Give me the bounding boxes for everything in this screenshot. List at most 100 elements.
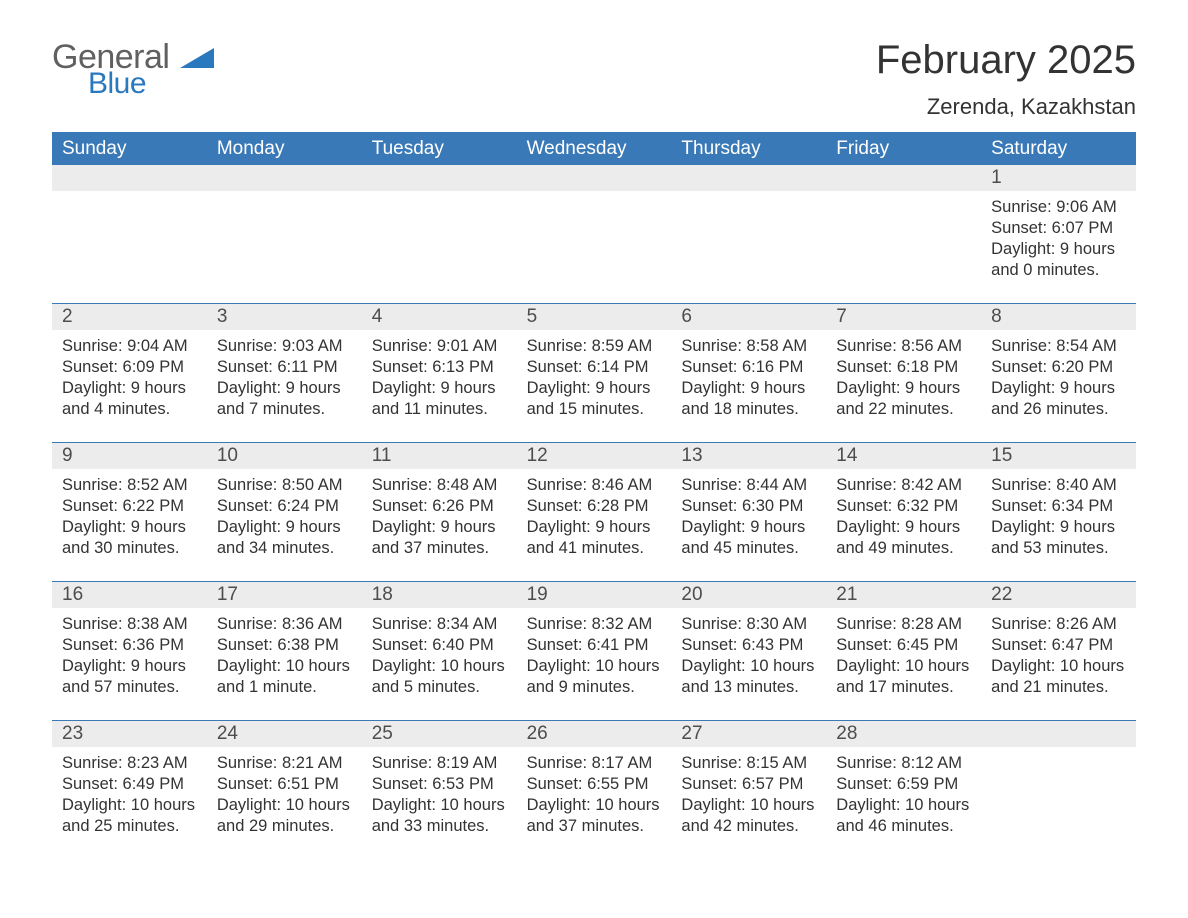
day-details: Sunrise: 9:06 AMSunset: 6:07 PMDaylight:… bbox=[981, 191, 1136, 287]
day-detail-line: Sunset: 6:24 PM bbox=[217, 496, 352, 517]
location-label: Zerenda, Kazakhstan bbox=[876, 94, 1136, 120]
week-details-row: Sunrise: 9:06 AMSunset: 6:07 PMDaylight:… bbox=[52, 191, 1136, 287]
day-number: 23 bbox=[52, 721, 207, 747]
day-number: 21 bbox=[826, 582, 981, 608]
day-detail-line: Daylight: 10 hours and 46 minutes. bbox=[836, 795, 971, 837]
day-details: Sunrise: 8:36 AMSunset: 6:38 PMDaylight:… bbox=[207, 608, 362, 704]
day-detail-line: Sunrise: 8:58 AM bbox=[681, 336, 816, 357]
month-title: February 2025 bbox=[876, 38, 1136, 82]
day-detail-line: Sunrise: 9:01 AM bbox=[372, 336, 507, 357]
day-details: Sunrise: 8:28 AMSunset: 6:45 PMDaylight:… bbox=[826, 608, 981, 704]
day-details: Sunrise: 8:42 AMSunset: 6:32 PMDaylight:… bbox=[826, 469, 981, 565]
weekday-tuesday: Tuesday bbox=[362, 132, 517, 165]
day-details bbox=[52, 191, 207, 287]
calendar-weekday-header: Sunday Monday Tuesday Wednesday Thursday… bbox=[52, 132, 1136, 165]
day-detail-line: Sunrise: 8:48 AM bbox=[372, 475, 507, 496]
day-detail-line: Sunset: 6:11 PM bbox=[217, 357, 352, 378]
day-number: 12 bbox=[517, 443, 672, 469]
day-detail-line: Sunrise: 8:54 AM bbox=[991, 336, 1126, 357]
day-detail-line: Sunset: 6:45 PM bbox=[836, 635, 971, 656]
day-number: 22 bbox=[981, 582, 1136, 608]
day-details: Sunrise: 9:04 AMSunset: 6:09 PMDaylight:… bbox=[52, 330, 207, 426]
day-detail-line: Sunset: 6:20 PM bbox=[991, 357, 1126, 378]
day-detail-line: Daylight: 9 hours and 41 minutes. bbox=[527, 517, 662, 559]
day-detail-line: Daylight: 9 hours and 22 minutes. bbox=[836, 378, 971, 420]
day-details: Sunrise: 8:34 AMSunset: 6:40 PMDaylight:… bbox=[362, 608, 517, 704]
day-detail-line: Sunset: 6:51 PM bbox=[217, 774, 352, 795]
day-detail-line: Daylight: 9 hours and 30 minutes. bbox=[62, 517, 197, 559]
day-details: Sunrise: 8:40 AMSunset: 6:34 PMDaylight:… bbox=[981, 469, 1136, 565]
day-detail-line: Sunset: 6:49 PM bbox=[62, 774, 197, 795]
day-number: 14 bbox=[826, 443, 981, 469]
day-number: 25 bbox=[362, 721, 517, 747]
day-number: 5 bbox=[517, 304, 672, 330]
weekday-monday: Monday bbox=[207, 132, 362, 165]
weekday-saturday: Saturday bbox=[981, 132, 1136, 165]
day-details: Sunrise: 8:46 AMSunset: 6:28 PMDaylight:… bbox=[517, 469, 672, 565]
day-number: 1 bbox=[981, 165, 1136, 191]
day-details: Sunrise: 8:59 AMSunset: 6:14 PMDaylight:… bbox=[517, 330, 672, 426]
day-detail-line: Sunset: 6:59 PM bbox=[836, 774, 971, 795]
week-details-row: Sunrise: 8:52 AMSunset: 6:22 PMDaylight:… bbox=[52, 469, 1136, 565]
day-number: 6 bbox=[671, 304, 826, 330]
week-daynum-row: 9101112131415 bbox=[52, 442, 1136, 469]
week-spacer bbox=[52, 565, 1136, 581]
day-details bbox=[517, 191, 672, 287]
day-detail-line: Sunrise: 9:06 AM bbox=[991, 197, 1126, 218]
day-detail-line: Sunset: 6:22 PM bbox=[62, 496, 197, 517]
page-header: General Blue February 2025 Zerenda, Kaza… bbox=[52, 38, 1136, 120]
day-detail-line: Sunset: 6:09 PM bbox=[62, 357, 197, 378]
day-detail-line: Daylight: 10 hours and 29 minutes. bbox=[217, 795, 352, 837]
day-number: 24 bbox=[207, 721, 362, 747]
day-details: Sunrise: 8:30 AMSunset: 6:43 PMDaylight:… bbox=[671, 608, 826, 704]
day-detail-line: Daylight: 9 hours and 15 minutes. bbox=[527, 378, 662, 420]
logo-triangle-icon bbox=[180, 38, 214, 77]
day-detail-line: Daylight: 9 hours and 4 minutes. bbox=[62, 378, 197, 420]
weekday-thursday: Thursday bbox=[671, 132, 826, 165]
day-detail-line: Sunrise: 8:12 AM bbox=[836, 753, 971, 774]
day-details bbox=[981, 747, 1136, 843]
day-detail-line: Sunrise: 8:52 AM bbox=[62, 475, 197, 496]
day-details: Sunrise: 8:54 AMSunset: 6:20 PMDaylight:… bbox=[981, 330, 1136, 426]
day-details bbox=[207, 191, 362, 287]
day-detail-line: Sunset: 6:32 PM bbox=[836, 496, 971, 517]
day-detail-line: Sunrise: 8:17 AM bbox=[527, 753, 662, 774]
week-details-row: Sunrise: 8:23 AMSunset: 6:49 PMDaylight:… bbox=[52, 747, 1136, 843]
day-detail-line: Daylight: 10 hours and 5 minutes. bbox=[372, 656, 507, 698]
week-spacer bbox=[52, 426, 1136, 442]
day-detail-line: Sunset: 6:18 PM bbox=[836, 357, 971, 378]
day-detail-line: Sunrise: 8:15 AM bbox=[681, 753, 816, 774]
week-details-row: Sunrise: 8:38 AMSunset: 6:36 PMDaylight:… bbox=[52, 608, 1136, 704]
week-spacer bbox=[52, 287, 1136, 303]
day-number: 18 bbox=[362, 582, 517, 608]
day-number: 2 bbox=[52, 304, 207, 330]
day-details: Sunrise: 8:15 AMSunset: 6:57 PMDaylight:… bbox=[671, 747, 826, 843]
day-detail-line: Sunrise: 8:26 AM bbox=[991, 614, 1126, 635]
day-details: Sunrise: 8:50 AMSunset: 6:24 PMDaylight:… bbox=[207, 469, 362, 565]
day-detail-line: Daylight: 10 hours and 37 minutes. bbox=[527, 795, 662, 837]
day-number bbox=[362, 165, 517, 191]
day-detail-line: Sunset: 6:26 PM bbox=[372, 496, 507, 517]
day-number bbox=[671, 165, 826, 191]
day-detail-line: Sunset: 6:30 PM bbox=[681, 496, 816, 517]
day-detail-line: Sunrise: 8:19 AM bbox=[372, 753, 507, 774]
day-detail-line: Sunrise: 8:44 AM bbox=[681, 475, 816, 496]
day-details: Sunrise: 8:12 AMSunset: 6:59 PMDaylight:… bbox=[826, 747, 981, 843]
day-details: Sunrise: 9:03 AMSunset: 6:11 PMDaylight:… bbox=[207, 330, 362, 426]
day-detail-line: Sunset: 6:43 PM bbox=[681, 635, 816, 656]
weekday-wednesday: Wednesday bbox=[517, 132, 672, 165]
day-number bbox=[826, 165, 981, 191]
day-detail-line: Sunrise: 9:04 AM bbox=[62, 336, 197, 357]
day-details: Sunrise: 8:32 AMSunset: 6:41 PMDaylight:… bbox=[517, 608, 672, 704]
week-details-row: Sunrise: 9:04 AMSunset: 6:09 PMDaylight:… bbox=[52, 330, 1136, 426]
day-details: Sunrise: 9:01 AMSunset: 6:13 PMDaylight:… bbox=[362, 330, 517, 426]
day-detail-line: Sunset: 6:41 PM bbox=[527, 635, 662, 656]
day-details: Sunrise: 8:44 AMSunset: 6:30 PMDaylight:… bbox=[671, 469, 826, 565]
day-number: 28 bbox=[826, 721, 981, 747]
weekday-friday: Friday bbox=[826, 132, 981, 165]
day-number: 16 bbox=[52, 582, 207, 608]
calendar-page: General Blue February 2025 Zerenda, Kaza… bbox=[0, 0, 1188, 918]
day-detail-line: Sunrise: 8:42 AM bbox=[836, 475, 971, 496]
day-detail-line: Sunset: 6:16 PM bbox=[681, 357, 816, 378]
day-number bbox=[981, 721, 1136, 747]
